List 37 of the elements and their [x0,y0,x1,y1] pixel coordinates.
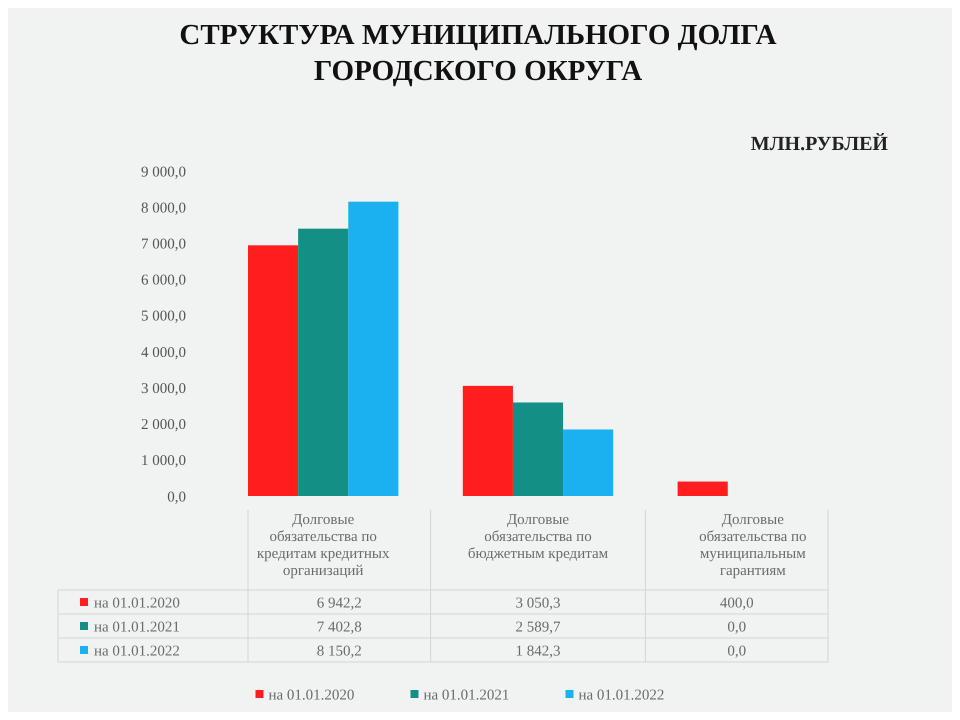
data-label: 0,0 [727,619,746,636]
y-tick-label: 8 000,0 [141,200,186,216]
data-label: 2 589,7 [516,619,561,636]
text: на 01.01.2020 [268,687,354,704]
y-tick-label: 1 000,0 [141,453,186,470]
y-tick-label: 3 000,0 [141,380,186,397]
y-tick-label: 7 000,0 [141,236,186,252]
bar [462,386,513,496]
y-tick-label: 2 000,0 [141,417,186,434]
bar [348,202,398,496]
data-label: 400,0 [720,595,754,612]
data-label: 0,0 [727,643,746,660]
y-tick-label: 4 000,0 [141,344,186,361]
x-tick-label: Долговые обязательства по муниципальным гарантиям [699,512,807,579]
y-tick-label: 5 000,0 [141,308,186,325]
x-tick-label: Долговые обязательства по бюджетным кредитам [468,512,609,562]
data-label: 6 942,2 [316,595,362,612]
text: на 01.01.2021 [424,687,510,704]
data-label: 7 402,8 [316,619,362,636]
y-tick-label: 6 000,0 [141,272,186,289]
legend-label: на 01.01.2021 [94,619,180,636]
y-tick-label: 0,0 [167,489,186,506]
y-tick-label: 9 000,0 [141,164,186,180]
data-label: 1 842,3 [516,643,560,660]
data-label: 3 050,3 [516,595,560,612]
bar [248,245,298,496]
text: на 01.01.2022 [94,643,180,660]
legend-label: на 01.01.2022 [578,687,664,704]
x-tick-label: Долговые обязательства по кредитам кредитных организаций [256,512,390,579]
legend-label: на 01.01.2020 [94,595,180,612]
data-label: 8 150,2 [316,643,362,660]
chart-title: СТРУКТУРА МУНИЦИПАЛЬНОГО ДОЛГА ГОРОДСКОГО ОКРУГА [179,19,777,87]
bar [512,402,564,496]
text: МЛН.РУБЛЕЙ [750,132,888,155]
bar [563,429,614,496]
bar [678,482,728,496]
bar [298,228,348,496]
